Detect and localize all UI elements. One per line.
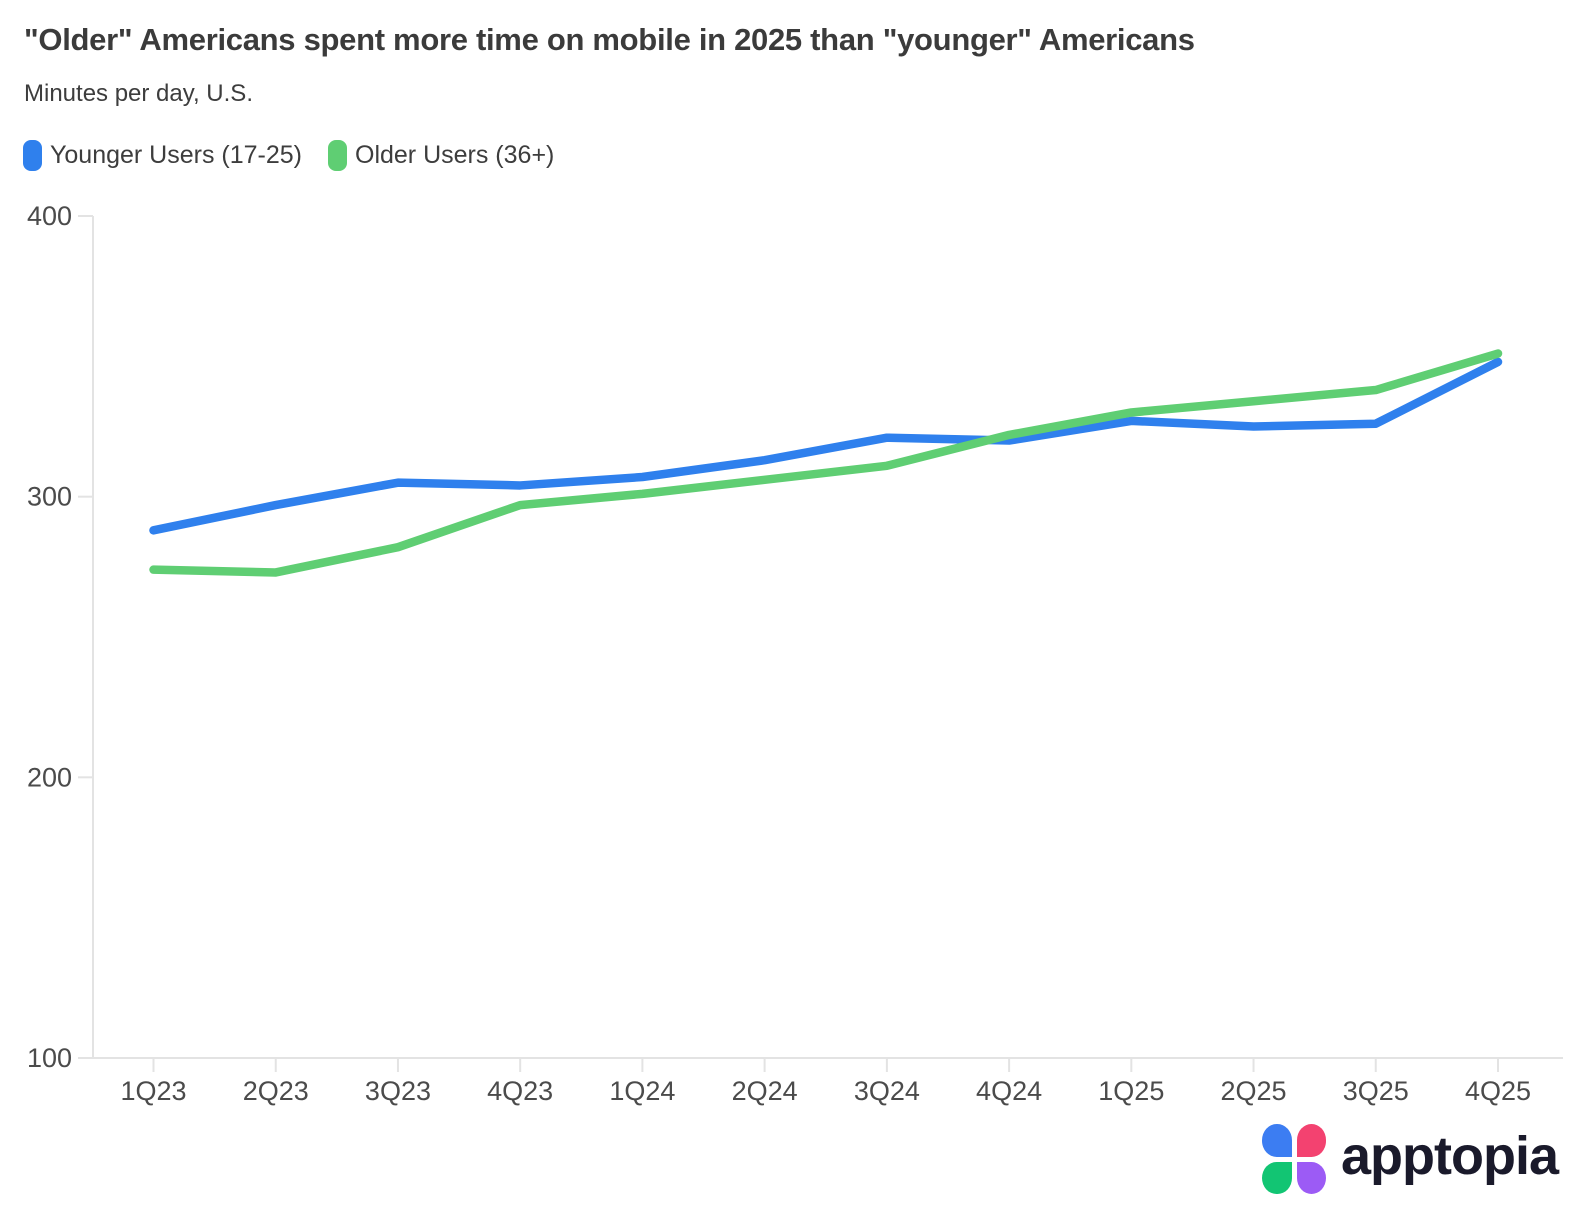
petal-bottom-left bbox=[1262, 1161, 1292, 1194]
petal-top-right bbox=[1296, 1124, 1326, 1157]
petal-bottom-right bbox=[1296, 1161, 1326, 1194]
legend-label-younger: Younger Users (17-25) bbox=[50, 141, 302, 169]
x-tick-label: 3Q24 bbox=[854, 1076, 920, 1106]
chart-title: "Older" Americans spent more time on mob… bbox=[24, 22, 1195, 57]
logo-wordmark: apptopia bbox=[1341, 1126, 1559, 1186]
x-tick-label: 4Q23 bbox=[487, 1076, 553, 1106]
legend-swatch-younger bbox=[23, 140, 42, 171]
chart-subtitle: Minutes per day, U.S. bbox=[24, 80, 253, 107]
x-tick-label: 1Q23 bbox=[120, 1076, 186, 1106]
y-tick-label: 100 bbox=[27, 1043, 72, 1073]
petal-top-left bbox=[1262, 1124, 1292, 1157]
y-tick-label: 300 bbox=[27, 482, 72, 512]
legend: Younger Users (17-25) Older Users (36+) bbox=[23, 140, 554, 171]
clover-icon bbox=[1262, 1124, 1326, 1194]
x-tick-label: 1Q25 bbox=[1098, 1076, 1164, 1106]
apptopia-logo: apptopia bbox=[1262, 1124, 1559, 1194]
legend-label-older: Older Users (36+) bbox=[355, 141, 555, 169]
x-tick-label: 2Q24 bbox=[732, 1076, 798, 1106]
x-tick-label: 4Q24 bbox=[976, 1076, 1042, 1106]
x-tick-label: 3Q25 bbox=[1343, 1076, 1409, 1106]
x-tick-label: 4Q25 bbox=[1465, 1076, 1531, 1106]
series-line-older-users-36 bbox=[149, 349, 1503, 577]
x-tick-label: 2Q25 bbox=[1221, 1076, 1287, 1106]
y-tick-label: 200 bbox=[27, 762, 72, 792]
legend-item-younger: Younger Users (17-25) bbox=[23, 140, 302, 171]
legend-swatch-older bbox=[328, 140, 347, 171]
series-line-younger-users-17-25 bbox=[149, 357, 1503, 535]
y-tick-label: 400 bbox=[27, 201, 72, 231]
x-tick-label: 2Q23 bbox=[243, 1076, 309, 1106]
x-tick-label: 1Q24 bbox=[609, 1076, 675, 1106]
x-tick-label: 3Q23 bbox=[365, 1076, 431, 1106]
legend-item-older: Older Users (36+) bbox=[328, 140, 554, 171]
